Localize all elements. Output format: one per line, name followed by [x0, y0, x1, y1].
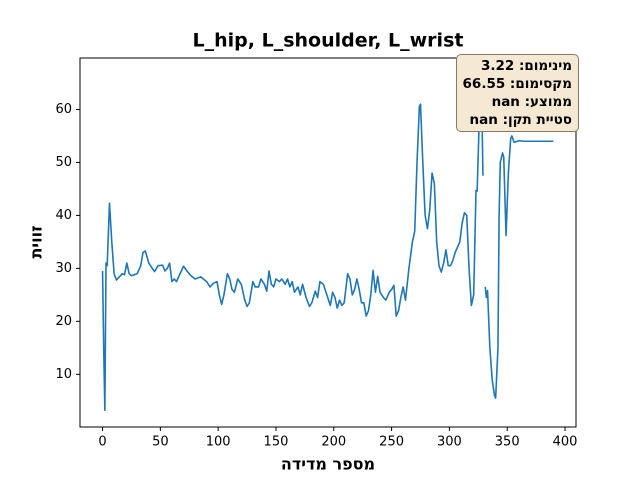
chart-title: L_hip, L_shoulder, L_wrist [193, 30, 464, 52]
x-tick-label: 150 [264, 435, 289, 450]
y-tick-label: 20 [55, 314, 72, 329]
x-tick-label: 250 [379, 435, 404, 450]
y-tick-label: 60 [55, 102, 72, 117]
plot-frame [79, 57, 577, 428]
y-axis-label: זווית [27, 225, 46, 258]
stats-line: מינימום: 3.22 [480, 58, 572, 74]
stats-line: מקסימום: 66.55 [462, 76, 572, 92]
y-tick-label: 40 [55, 208, 72, 223]
x-axis-label: מספר מדידה [281, 455, 375, 474]
x-tick-label: 350 [495, 435, 520, 450]
x-tick-label: 0 [98, 435, 106, 450]
x-tick-label: 400 [553, 435, 578, 450]
stats-box: מינימום: 3.22 מקסימום: 66.55 ממוצע: nan סטי… [455, 54, 579, 132]
x-tick-label: 300 [437, 435, 462, 450]
y-tick-label: 30 [55, 261, 72, 276]
data-line [101, 73, 554, 412]
stats-line: סטיית תקן: nan [469, 112, 572, 128]
x-tick-label: 50 [152, 435, 169, 450]
y-tick-label: 50 [55, 155, 72, 170]
x-tick-label: 100 [206, 435, 231, 450]
y-tick-label: 10 [55, 367, 72, 382]
x-tick-label: 200 [321, 435, 346, 450]
stats-line: ממוצע: nan [491, 94, 572, 110]
